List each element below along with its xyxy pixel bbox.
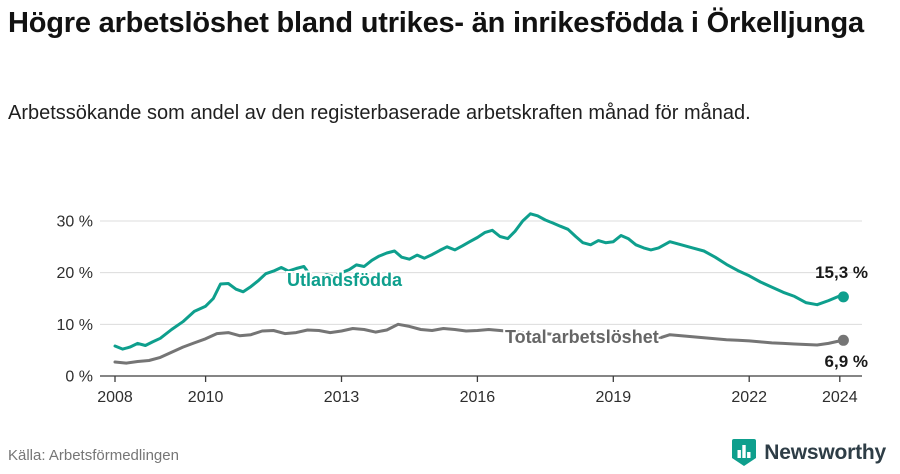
brand-logo: Newsworthy bbox=[731, 438, 886, 468]
chart-svg: 30 % 20 % 10 % 0 % 2008 2010 2013 2016 2019 2022… bbox=[57, 212, 868, 406]
x-axis: 2008 2010 2013 2016 2019 2022 2024 bbox=[97, 376, 858, 406]
x-tick-label: 2013 bbox=[324, 389, 360, 406]
y-tick-label: 0 % bbox=[65, 369, 93, 386]
series-end-dot bbox=[837, 334, 849, 346]
y-tick-label: 20 % bbox=[57, 265, 93, 282]
chart-subtitle: Arbetssökande som andel av den registerb… bbox=[8, 102, 751, 124]
series-end-value: 6,9 % bbox=[825, 352, 868, 371]
newsworthy-icon bbox=[732, 439, 757, 466]
x-tick-label: 2010 bbox=[188, 389, 224, 406]
series-lines bbox=[113, 212, 845, 365]
chart-title: Högre arbetslöshet bland utrikes- än inr… bbox=[8, 7, 864, 39]
y-gridlines: 30 % 20 % 10 % 0 % bbox=[57, 213, 862, 386]
series-inline-label: Total arbetslöshet bbox=[505, 327, 659, 347]
x-tick-label: 2019 bbox=[596, 389, 632, 406]
chart-annotations: Utlandsfödda 15,3 % Total arbetslöshet 6,9 … bbox=[285, 263, 868, 371]
x-tick-label: 2008 bbox=[97, 389, 133, 406]
brand-name: Newsworthy bbox=[764, 441, 886, 464]
series-line-total bbox=[113, 322, 845, 365]
series-inline-label: Utlandsfödda bbox=[287, 270, 403, 290]
x-tick-label: 2022 bbox=[731, 389, 767, 406]
series-end-value: 15,3 % bbox=[815, 263, 868, 282]
source-note: Källa: Arbetsförmedlingen bbox=[8, 447, 179, 464]
series-line-utlandsfodda bbox=[113, 212, 845, 351]
y-tick-label: 10 % bbox=[57, 317, 93, 334]
x-tick-label: 2024 bbox=[822, 389, 858, 406]
x-tick-label: 2016 bbox=[460, 389, 496, 406]
series-end-dot bbox=[837, 291, 849, 303]
y-tick-label: 30 % bbox=[57, 213, 93, 230]
